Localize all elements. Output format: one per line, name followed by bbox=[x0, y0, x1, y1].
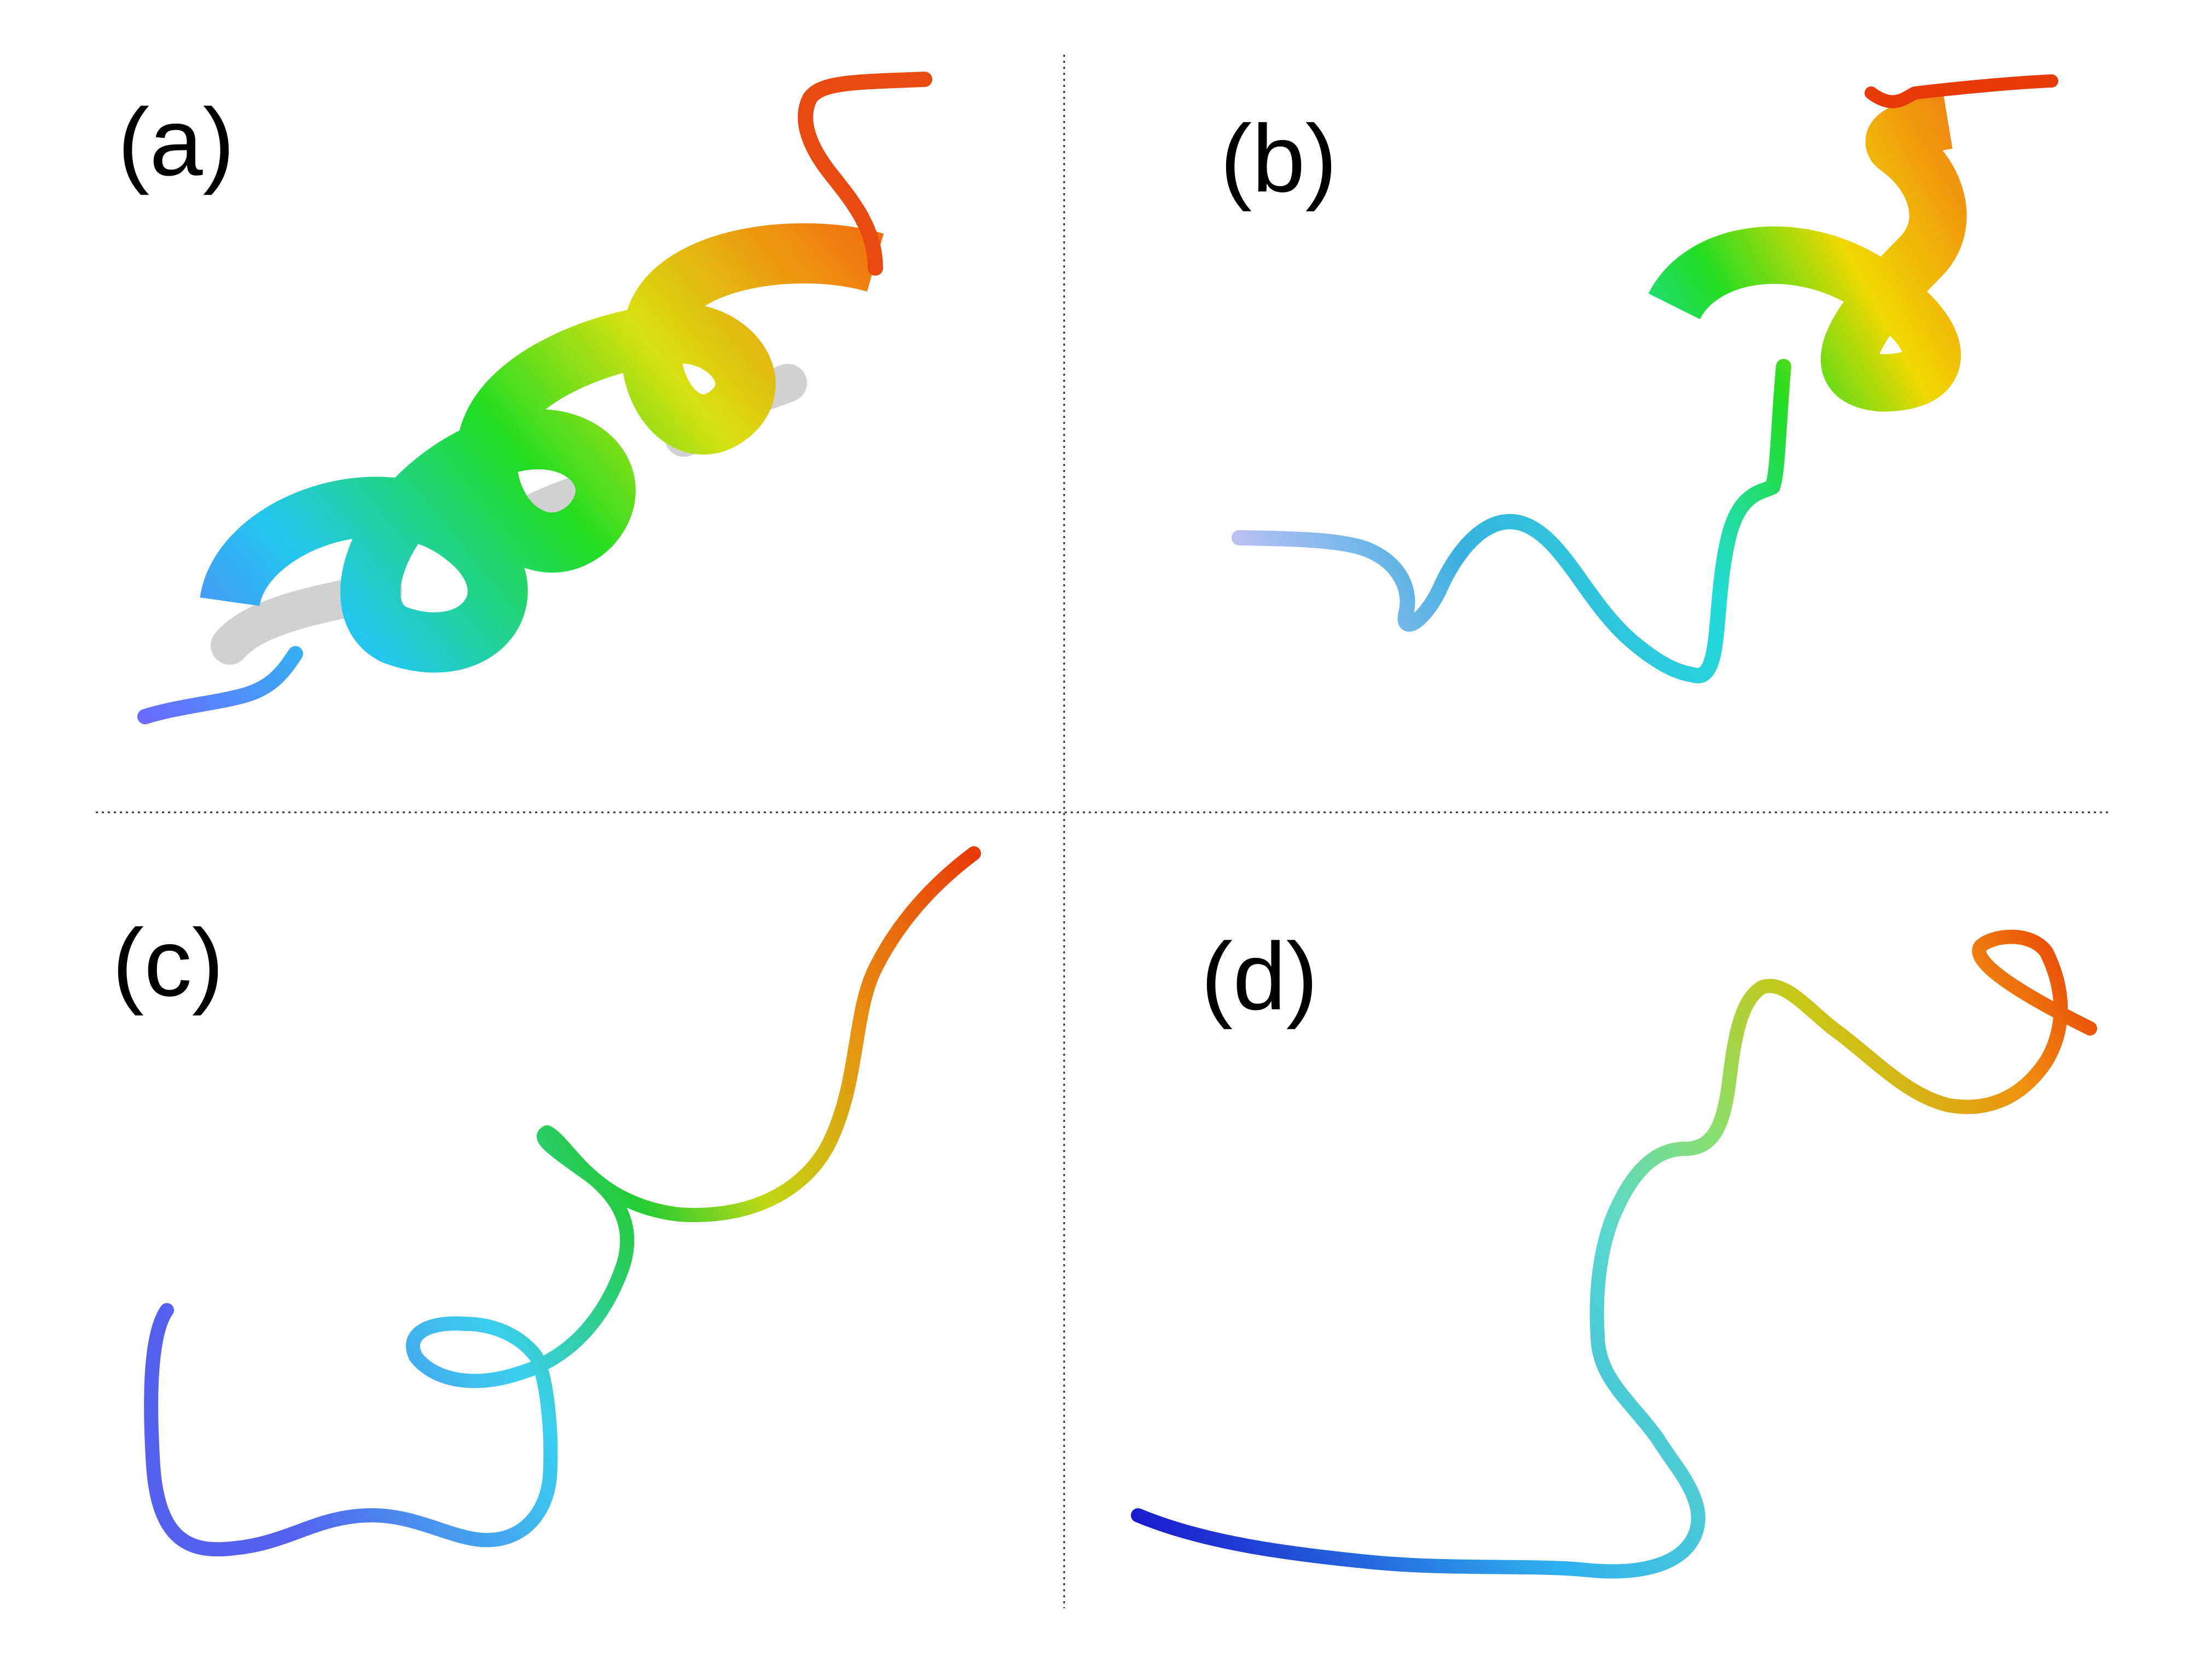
coil-structure-c bbox=[144, 846, 981, 1557]
panel-d: (d) bbox=[1131, 923, 2097, 1579]
panel-a: (a) bbox=[118, 72, 932, 724]
helix-coil-structure-b bbox=[1232, 74, 2058, 683]
panel-b: (b) bbox=[1220, 74, 2058, 683]
helix-structure-a bbox=[137, 72, 932, 724]
n-terminal-coil-b bbox=[1232, 359, 1791, 683]
panel-label-d: (d) bbox=[1201, 923, 1318, 1030]
panel-label-a: (a) bbox=[118, 89, 235, 196]
coil-structure-d bbox=[1131, 929, 2097, 1579]
c-terminal-tail-a bbox=[798, 72, 932, 276]
n-terminal-tail-a bbox=[137, 646, 303, 724]
panel-label-b: (b) bbox=[1220, 106, 1337, 212]
c-terminal-tail-b bbox=[1865, 74, 2058, 108]
helix-ribbon-a bbox=[200, 223, 884, 673]
panel-c: (c) bbox=[112, 846, 981, 1557]
panel-label-c: (c) bbox=[112, 910, 224, 1016]
helix-ribbon-b bbox=[1648, 92, 1967, 412]
